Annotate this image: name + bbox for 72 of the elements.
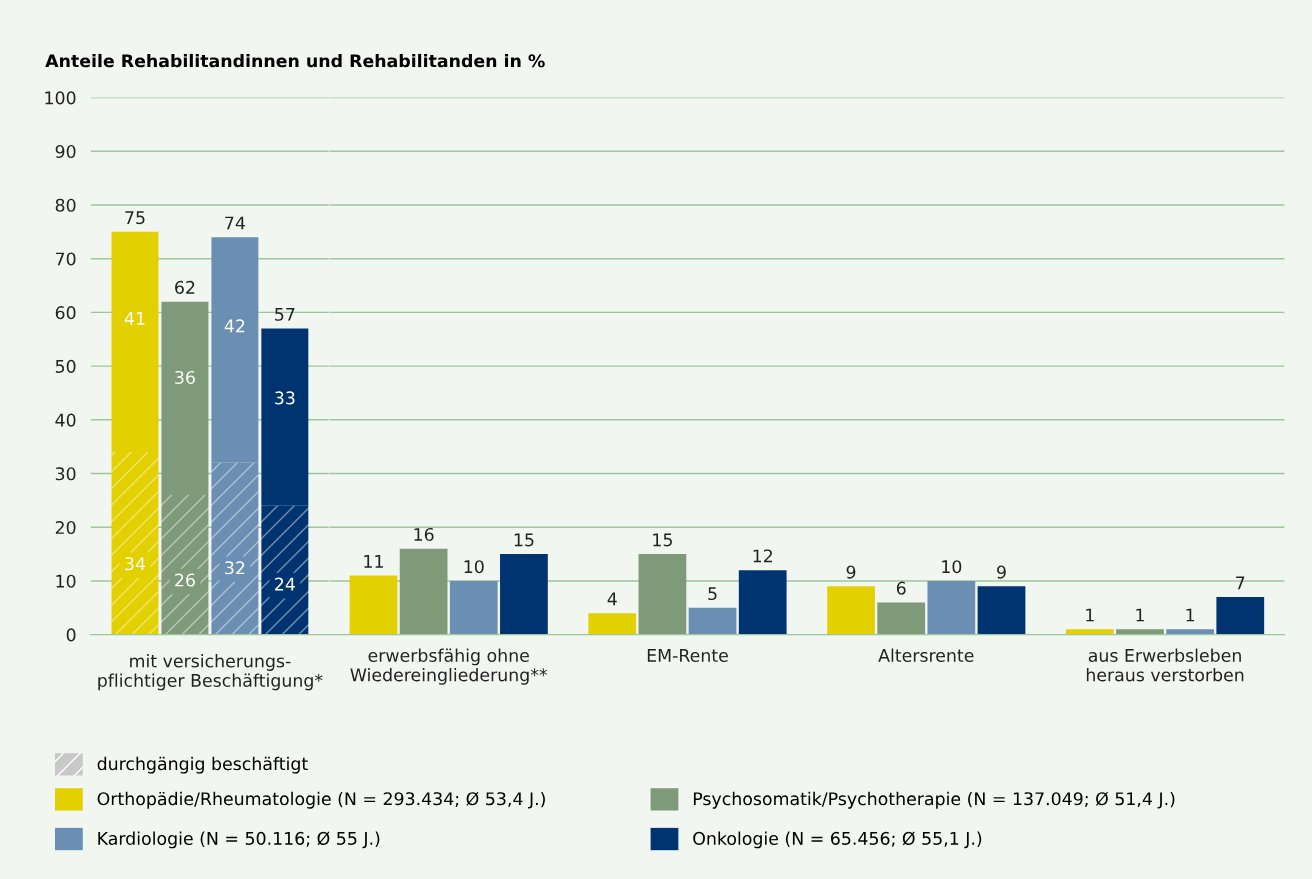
- total-label: 75: [125, 211, 145, 225]
- total-label: 57: [275, 307, 295, 321]
- bar: [588, 613, 637, 635]
- data-label: 9: [997, 565, 1006, 579]
- bar: [827, 586, 875, 635]
- y-tick-label: 90: [55, 144, 76, 159]
- bar: [111, 452, 159, 635]
- data-label: 6: [896, 581, 906, 595]
- bar: [211, 237, 259, 463]
- y-tick-label: 10: [56, 574, 76, 588]
- data-label: 16: [414, 527, 434, 542]
- legend-label: Onkologie (N = 65.456; Ø 55,1 J.): [693, 831, 982, 849]
- bar: [449, 580, 498, 635]
- bar: [500, 554, 548, 635]
- data-label: 1: [1186, 608, 1195, 622]
- x-axis-title: mit versicherungs- pflichtiger Beschäftigung*: [98, 654, 323, 691]
- y-tick-label: 40: [55, 413, 76, 427]
- y-tick-label: 50: [55, 359, 76, 373]
- data-label: 41: [124, 312, 145, 325]
- data-label: 36: [175, 370, 195, 385]
- bar: [688, 607, 737, 635]
- x-tick-label: Altersrente: [878, 648, 974, 662]
- data-label: 26: [175, 573, 195, 587]
- bar: [261, 328, 309, 506]
- total-label: 74: [225, 216, 245, 230]
- y-tick-label: 60: [55, 306, 76, 320]
- bar: [877, 602, 926, 635]
- bar: [638, 554, 687, 635]
- bar: [211, 462, 259, 635]
- data-label: 10: [464, 560, 484, 574]
- bar: [977, 586, 1026, 635]
- bar: [927, 580, 976, 635]
- x-tick-label: EM-Rente: [647, 649, 728, 662]
- y-tick-label: 70: [55, 252, 76, 266]
- x-tick-label: erwerbsfähig ohne Wiedereingliederung**: [350, 648, 548, 685]
- legend-label: Orthopädie/Rheumatologie (N = 293.434; Ø 53,4 J.): [97, 791, 545, 809]
- bar: [1116, 629, 1164, 635]
- bar: [1166, 629, 1215, 635]
- data-label: 5: [708, 587, 717, 601]
- bar: [1065, 629, 1114, 635]
- legend-label: Psychosomatik/Psychotherapie (N = 137.049; Ø 51,4 J.): [693, 791, 1175, 809]
- data-label: 1: [1136, 608, 1144, 622]
- data-label: 34: [125, 557, 146, 571]
- text: durchgängig beschäftigt: [97, 756, 308, 774]
- bar: [1216, 597, 1265, 635]
- data-label: 42: [224, 319, 245, 333]
- data-label: 24: [275, 577, 295, 591]
- y-tick-label: 30: [55, 467, 76, 481]
- x-tick-label: aus Erwerbsleben heraus verstorben: [1086, 648, 1244, 682]
- data-label: 9: [846, 565, 856, 579]
- y-tick-label: 0: [66, 628, 76, 642]
- data-label: 15: [514, 533, 534, 547]
- y-axis-title: Anteile Rehabilitandinnen und Rehabilitanden in %: [45, 53, 545, 68]
- data-label: 33: [275, 391, 295, 405]
- data-label: 11: [364, 555, 383, 568]
- y-tick-label: 20: [55, 520, 76, 535]
- legend-label: Kardiologie (N = 50.116; Ø 55 J.): [98, 831, 380, 849]
- data-label: 7: [1236, 576, 1245, 590]
- bar: [349, 575, 398, 635]
- bar: [399, 548, 448, 635]
- bar: [161, 301, 209, 495]
- total-label: 62: [175, 280, 195, 294]
- data-label: 4: [607, 592, 617, 606]
- y-tick-label: 80: [55, 198, 76, 212]
- bar: [111, 231, 159, 453]
- data-label: 10: [942, 560, 962, 574]
- bar: [738, 570, 787, 635]
- data-label: 15: [653, 533, 672, 547]
- y-tick-label: 100: [45, 91, 76, 105]
- data-label: 1: [1086, 608, 1094, 622]
- data-label: 32: [225, 561, 245, 575]
- data-label: 12: [753, 549, 773, 563]
